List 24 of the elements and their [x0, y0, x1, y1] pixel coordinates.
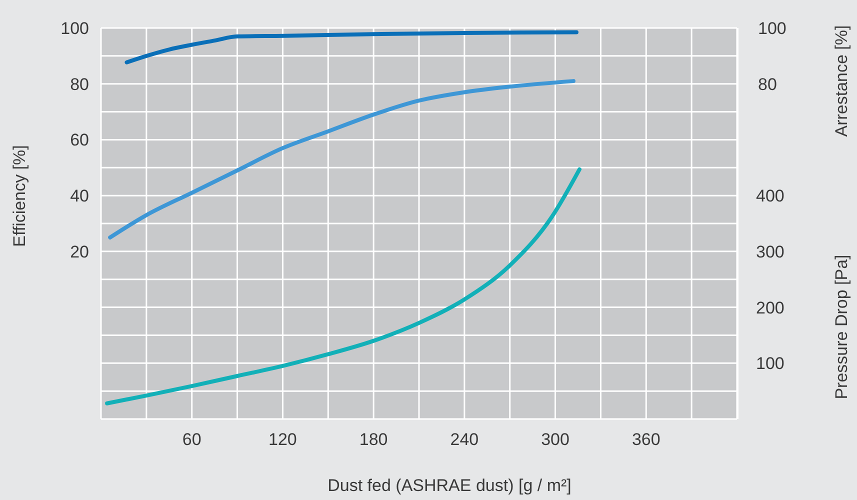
y2-tick-label: 300 — [756, 242, 784, 262]
y-tick-label: 40 — [70, 186, 89, 206]
x-tick-label: 360 — [632, 430, 660, 450]
x-tick-label: 60 — [182, 430, 202, 450]
y-tick-label: 60 — [70, 130, 89, 150]
y-tick-label: 20 — [70, 242, 89, 262]
y3-axis-title: Arrestance [%] — [832, 25, 852, 137]
line-series — [108, 79, 576, 240]
x-tick-label: 120 — [268, 430, 297, 450]
y3-tick-label: 80 — [758, 74, 777, 94]
y-axis-title: Efficiency [%] — [10, 144, 30, 246]
x-tick-label: 240 — [450, 430, 479, 450]
y-tick-label: 100 — [60, 19, 89, 38]
x-tick-label: 300 — [541, 430, 570, 450]
line-series — [124, 30, 578, 64]
y2-tick-label: 100 — [756, 354, 784, 374]
y2-tick-label: 400 — [756, 186, 784, 206]
y2-axis-title: Pressure Drop [Pa] — [832, 254, 852, 400]
y2-tick-label: 200 — [756, 298, 784, 318]
y3-tick-label: 100 — [758, 19, 786, 38]
x-tick-label: 180 — [359, 430, 388, 450]
y-tick-label: 80 — [70, 74, 89, 94]
line-series — [105, 167, 582, 406]
x-axis-title: Dust fed (ASHRAE dust) [g / m²] — [328, 476, 572, 496]
